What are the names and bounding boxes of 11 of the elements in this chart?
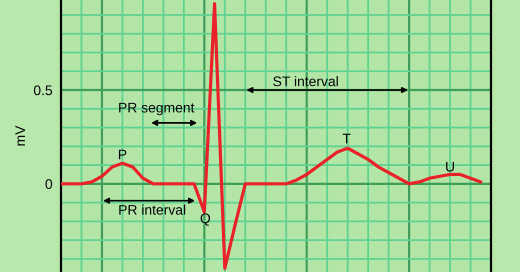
annotation: U (446, 162, 454, 172)
annotation: T (342, 134, 351, 144)
annotation: PR segment (119, 102, 194, 116)
y-tick-label: 0 (45, 179, 52, 190)
annotation: Q (200, 213, 210, 226)
line-series (61, 2, 482, 270)
annotation: PR interval (119, 204, 186, 215)
y-tick-label: 0.5 (34, 85, 52, 96)
y-axis-title: mV (15, 126, 25, 146)
annotation: P (118, 150, 126, 160)
annotation: ST interval (273, 76, 338, 86)
